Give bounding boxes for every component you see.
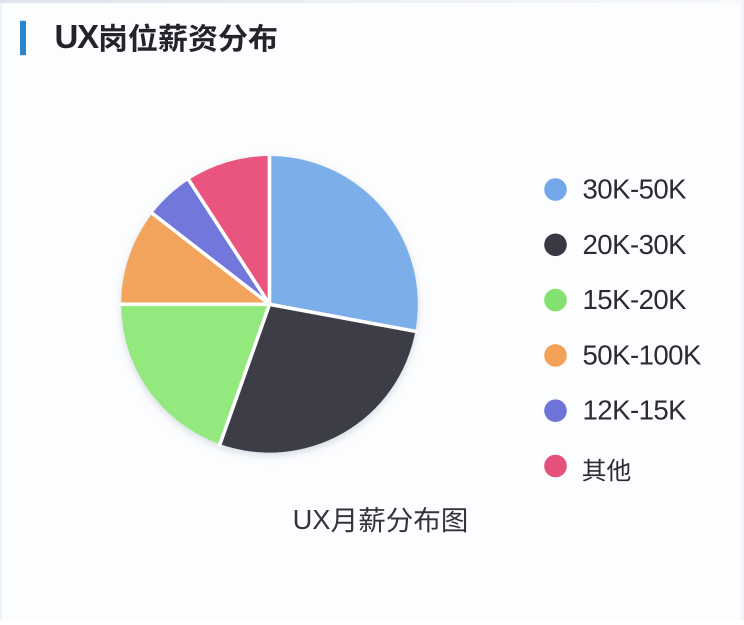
svg-text:UX: UX xyxy=(55,18,100,55)
svg-text:30K-50K: 30K-50K xyxy=(583,174,688,205)
svg-text:50K-100K: 50K-100K xyxy=(583,339,702,370)
svg-text:15K-20K: 15K-20K xyxy=(583,284,688,315)
svg-text:UX: UX xyxy=(293,504,331,535)
svg-text:12K-15K: 12K-15K xyxy=(583,395,688,426)
svg-text:20K-30K: 20K-30K xyxy=(583,229,688,260)
